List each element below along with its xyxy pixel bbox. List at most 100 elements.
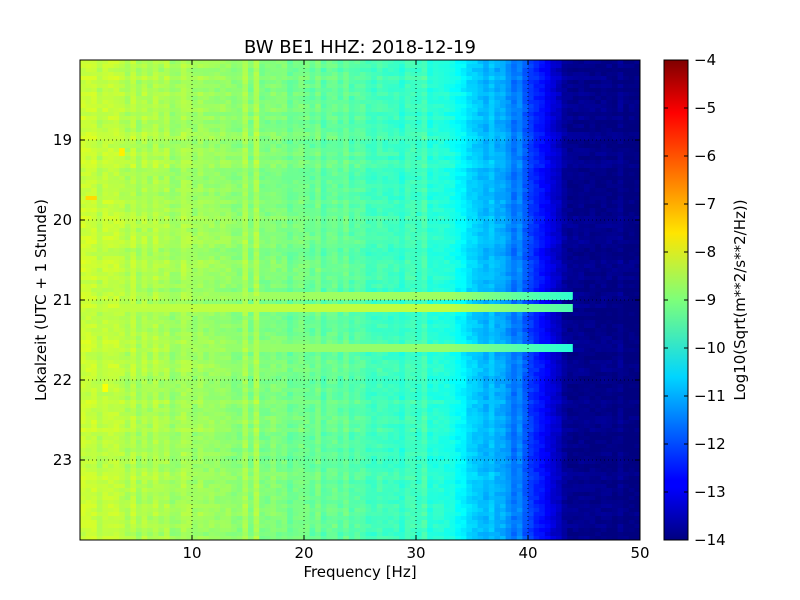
heatmap-cell — [589, 192, 596, 197]
heatmap-cell — [236, 148, 243, 153]
heatmap-cell — [393, 80, 400, 85]
heatmap-cell — [326, 72, 333, 77]
heatmap-cell — [315, 252, 322, 257]
heatmap-cell — [612, 244, 618, 249]
heatmap-cell — [124, 108, 131, 113]
heatmap-cell — [516, 140, 523, 145]
heatmap-cell — [455, 216, 462, 221]
heatmap-cell — [225, 248, 232, 253]
heatmap-cell — [136, 104, 142, 109]
heatmap-cell — [466, 212, 473, 217]
heatmap-cell — [231, 224, 238, 229]
heatmap-cell — [600, 164, 607, 169]
heatmap-cell — [175, 144, 182, 149]
heatmap-cell — [141, 216, 148, 221]
heatmap-cell — [623, 192, 630, 197]
heatmap-cell — [152, 128, 159, 133]
heatmap-cell — [488, 236, 495, 241]
heatmap-cell — [332, 72, 338, 77]
heatmap-cell — [214, 184, 221, 189]
heatmap-cell — [393, 128, 400, 133]
heatmap-cell — [281, 60, 288, 65]
heatmap-cell — [399, 76, 406, 81]
heatmap-cell — [494, 88, 501, 93]
heatmap-cell — [281, 196, 288, 201]
heatmap-cell — [158, 144, 165, 149]
heatmap-cell — [438, 80, 445, 85]
heatmap-cell — [281, 148, 288, 153]
heatmap-cell — [360, 60, 366, 65]
heatmap-cell — [606, 104, 613, 109]
heatmap-cell — [108, 144, 114, 149]
heatmap-cell — [113, 184, 120, 189]
heatmap-cell — [332, 172, 338, 177]
heatmap-cell — [96, 156, 103, 161]
heatmap-cell — [472, 208, 478, 213]
heatmap-cell — [119, 184, 126, 189]
heatmap-cell — [197, 196, 204, 201]
heatmap-cell — [460, 228, 467, 233]
heatmap-cell — [220, 116, 226, 121]
heatmap-cell — [141, 128, 148, 133]
heatmap-cell — [404, 172, 411, 177]
heatmap-cell — [220, 188, 226, 193]
heatmap-cell — [164, 200, 170, 205]
heatmap-cell — [203, 168, 210, 173]
heatmap-cell — [214, 84, 221, 89]
heatmap-cell — [270, 128, 277, 133]
heatmap-cell — [628, 100, 635, 105]
heatmap-cell — [203, 100, 210, 105]
heatmap-cell — [544, 244, 551, 249]
heatmap-cell — [466, 152, 473, 157]
heatmap-cell — [113, 92, 120, 97]
heatmap-cell — [505, 108, 512, 113]
heatmap-cell — [96, 76, 103, 81]
heatmap-cell — [197, 132, 204, 137]
heatmap-cell — [113, 84, 120, 89]
heatmap-cell — [466, 232, 473, 237]
heatmap-cell — [108, 156, 114, 161]
heatmap-cell — [113, 112, 120, 117]
heatmap-cell — [617, 188, 624, 193]
heatmap-cell — [253, 240, 260, 245]
heatmap-cell — [488, 148, 495, 153]
heatmap-cell — [360, 104, 366, 109]
heatmap-cell — [634, 100, 640, 105]
heatmap-cell — [365, 252, 372, 257]
heatmap-cell — [287, 92, 294, 97]
heatmap-cell — [477, 196, 484, 201]
heatmap-cell — [225, 252, 232, 257]
heatmap-cell — [108, 76, 114, 81]
heatmap-cell — [516, 68, 523, 73]
heatmap-cell — [119, 84, 126, 89]
heatmap-cell — [393, 224, 400, 229]
heatmap-cell — [416, 68, 422, 73]
heatmap-cell — [236, 248, 243, 253]
heatmap-cell — [113, 236, 120, 241]
heatmap-cell — [572, 228, 579, 233]
heatmap-cell — [444, 256, 450, 261]
heatmap-cell — [544, 220, 551, 225]
heatmap-cell — [477, 248, 484, 253]
heatmap-cell — [214, 252, 221, 257]
heatmap-cell — [259, 236, 266, 241]
heatmap-cell — [242, 148, 249, 153]
heatmap-cell — [354, 148, 361, 153]
heatmap-cell — [388, 164, 394, 169]
heatmap-cell — [494, 244, 501, 249]
heatmap-cell — [281, 92, 288, 97]
heatmap-cell — [248, 120, 254, 125]
heatmap-cell — [136, 236, 142, 241]
heatmap-cell — [449, 120, 456, 125]
heatmap-cell — [500, 68, 506, 73]
heatmap-cell — [169, 164, 176, 169]
heatmap-cell — [416, 208, 422, 213]
heatmap-cell — [634, 216, 640, 221]
heatmap-cell — [231, 252, 238, 257]
heatmap-cell — [203, 180, 210, 185]
heatmap-cell — [208, 224, 215, 229]
heatmap-cell — [612, 144, 618, 149]
heatmap-cell — [455, 88, 462, 93]
heatmap-cell — [584, 244, 590, 249]
heatmap-cell — [404, 152, 411, 157]
